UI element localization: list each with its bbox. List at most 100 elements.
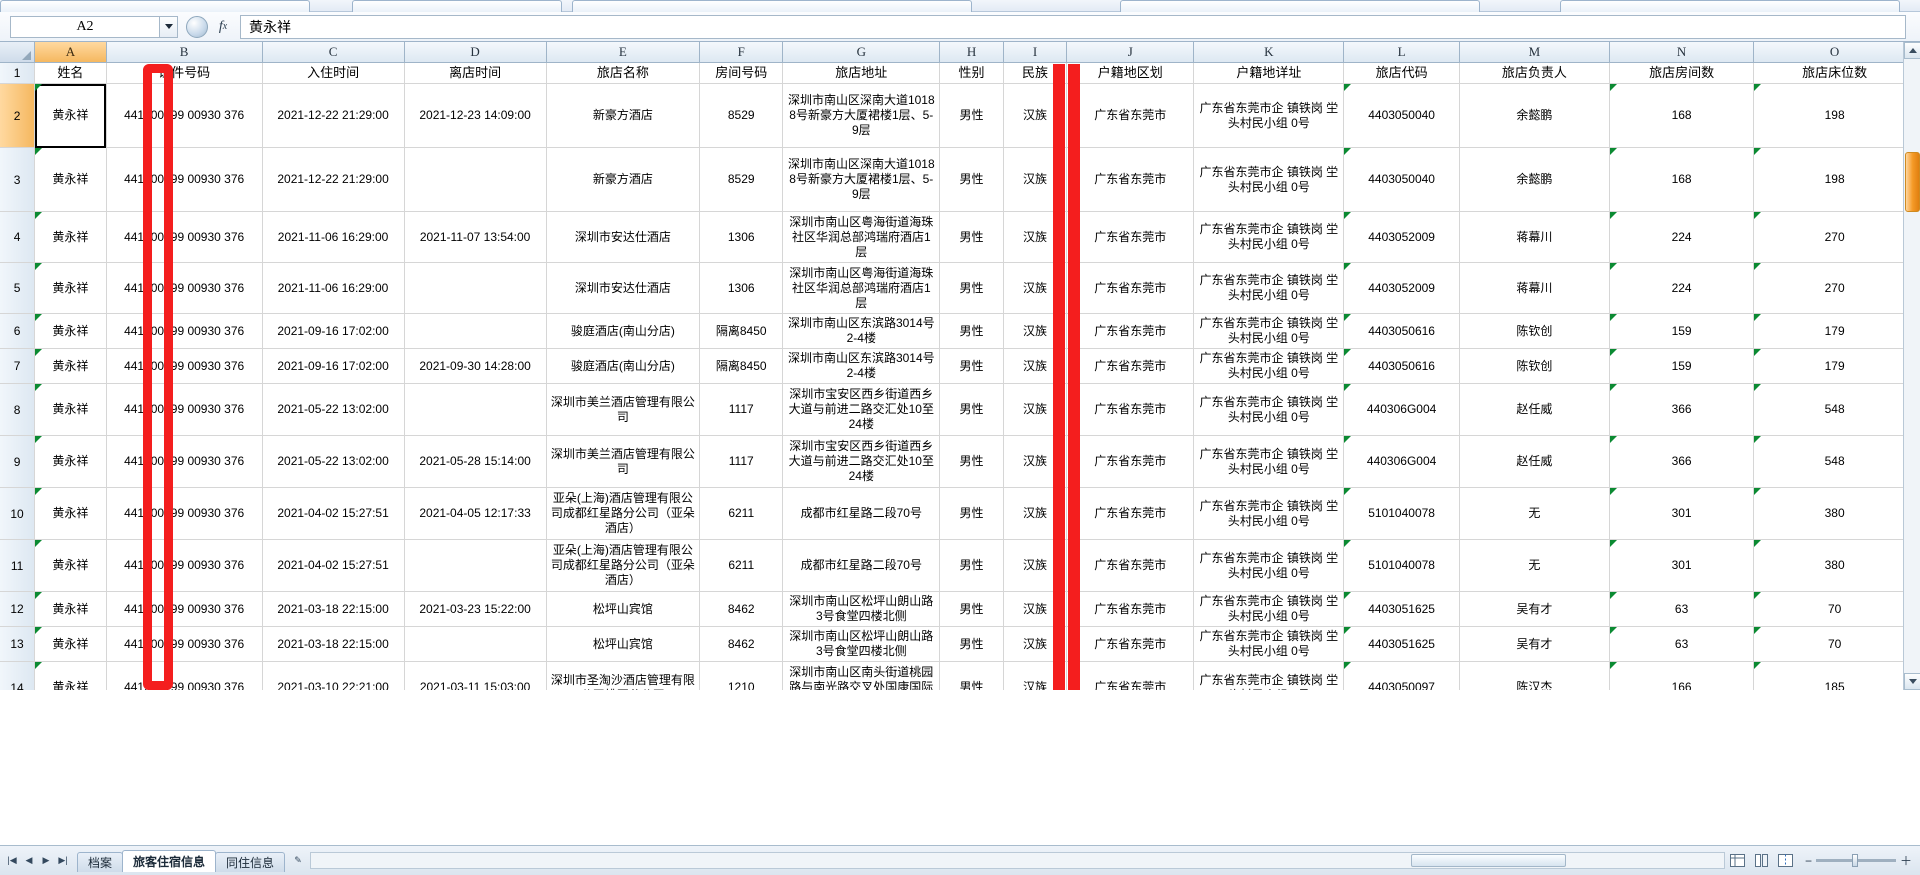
column-header-E[interactable]: E — [546, 42, 701, 63]
zoom-thumb[interactable] — [1851, 854, 1858, 867]
data-cell[interactable]: 骏庭酒店(南山分店) — [546, 348, 701, 385]
scroll-down-button[interactable] — [1904, 673, 1920, 690]
zoom-in-icon[interactable]: ＋ — [1899, 854, 1912, 868]
data-cell[interactable]: 黄永祥 — [34, 83, 107, 149]
ribbon-tab-stub-3[interactable] — [572, 0, 972, 12]
data-cell[interactable]: 广东省东莞市企 镇铁岗 坣头村民小组 0号 — [1193, 348, 1345, 385]
column-title-cell[interactable]: 民族 — [1003, 62, 1068, 85]
data-cell[interactable]: 广东省东莞市企 镇铁岗 坣头村民小组 0号 — [1193, 211, 1345, 264]
column-title-cell[interactable]: 户籍地区划 — [1066, 62, 1195, 85]
data-cell[interactable]: 4403050040 — [1343, 147, 1460, 213]
data-cell[interactable]: 380 — [1753, 487, 1916, 541]
data-cell[interactable]: 2021-12-22 21:29:00 — [262, 83, 405, 149]
column-header-J[interactable]: J — [1066, 42, 1195, 63]
data-cell[interactable]: 185 — [1753, 661, 1916, 690]
data-cell[interactable]: 黄永祥 — [34, 147, 107, 213]
data-cell[interactable]: 吴有才 — [1459, 591, 1610, 628]
horizontal-scroll-track[interactable] — [310, 852, 1725, 869]
data-cell[interactable]: 深圳市美兰酒店管理有限公司 — [546, 435, 701, 489]
scroll-up-button[interactable] — [1904, 42, 1920, 59]
data-cell[interactable]: 余懿鹏 — [1459, 147, 1610, 213]
data-cell[interactable]: 广东省东莞市 — [1066, 313, 1195, 350]
column-title-cell[interactable]: 入住时间 — [262, 62, 405, 85]
data-cell[interactable]: 男性 — [939, 591, 1004, 628]
data-cell[interactable]: 陈汉杰 — [1459, 661, 1610, 690]
data-cell[interactable]: 179 — [1753, 348, 1916, 385]
data-cell[interactable]: 1117 — [699, 383, 784, 437]
data-cell[interactable]: 2021-09-16 17:02:00 — [262, 348, 405, 385]
column-header-D[interactable]: D — [404, 42, 547, 63]
column-header-H[interactable]: H — [939, 42, 1004, 63]
data-cell[interactable]: 广东省东莞市企 镇铁岗 坣头村民小组 0号 — [1193, 661, 1345, 690]
data-cell[interactable]: 广东省东莞市企 镇铁岗 坣头村民小组 0号 — [1193, 487, 1345, 541]
ribbon-tab-stub-2[interactable] — [352, 0, 562, 12]
column-header-F[interactable]: F — [699, 42, 784, 63]
column-title-cell[interactable]: 旅店代码 — [1343, 62, 1460, 85]
data-cell[interactable]: 198 — [1753, 147, 1916, 213]
data-cell[interactable]: 广东省东莞市企 镇铁岗 坣头村民小组 0号 — [1193, 147, 1345, 213]
new-sheet-icon[interactable]: ✎ — [294, 855, 302, 865]
data-cell[interactable] — [404, 147, 547, 213]
data-cell[interactable]: 2021-09-16 17:02:00 — [262, 313, 405, 350]
data-cell[interactable]: 深圳市南山区松坪山朗山路3号食堂四楼北侧 — [782, 591, 941, 628]
data-cell[interactable]: 松坪山宾馆 — [546, 626, 701, 663]
data-cell[interactable]: 1117 — [699, 435, 784, 489]
name-box-dropdown[interactable] — [160, 15, 178, 38]
row-header-3[interactable]: 3 — [0, 147, 36, 213]
data-cell[interactable]: 168 — [1609, 147, 1755, 213]
data-cell[interactable]: 男性 — [939, 661, 1004, 690]
data-cell[interactable]: 广东省东莞市企 镇铁岗 坣头村民小组 0号 — [1193, 591, 1345, 628]
data-cell[interactable]: 无 — [1459, 539, 1610, 593]
column-title-cell[interactable]: 旅店地址 — [782, 62, 941, 85]
data-cell[interactable]: 广东省东莞市企 镇铁岗 坣头村民小组 0号 — [1193, 435, 1345, 489]
data-cell[interactable]: 广东省东莞市 — [1066, 147, 1195, 213]
data-cell[interactable]: 4403050097 — [1343, 661, 1460, 690]
data-cell[interactable]: 70 — [1753, 591, 1916, 628]
data-cell[interactable]: 5101040078 — [1343, 487, 1460, 541]
data-cell[interactable]: 广东省东莞市 — [1066, 539, 1195, 593]
horizontal-scroll-thumb[interactable] — [1411, 854, 1567, 867]
data-cell[interactable] — [404, 626, 547, 663]
data-cell[interactable]: 黄永祥 — [34, 487, 107, 541]
data-cell[interactable]: 广东省东莞市企 镇铁岗 坣头村民小组 0号 — [1193, 262, 1345, 315]
column-header-O[interactable]: O — [1753, 42, 1916, 63]
data-cell[interactable]: 蒋幕川 — [1459, 262, 1610, 315]
data-cell[interactable]: 男性 — [939, 487, 1004, 541]
data-cell[interactable]: 男性 — [939, 539, 1004, 593]
data-cell[interactable]: 亚朵(上海)酒店管理有限公司成都红星路分公司（亚朵酒店） — [546, 487, 701, 541]
data-cell[interactable]: 2021-03-11 15:03:00 — [404, 661, 547, 690]
data-cell[interactable]: 441900199 00930 376 — [106, 383, 263, 437]
data-cell[interactable]: 黄永祥 — [34, 435, 107, 489]
data-cell[interactable]: 广东省东莞市企 镇铁岗 坣头村民小组 0号 — [1193, 83, 1345, 149]
data-cell[interactable]: 548 — [1753, 383, 1916, 437]
data-cell[interactable]: 2021-05-22 13:02:00 — [262, 435, 405, 489]
page-break-icon[interactable] — [1777, 852, 1795, 870]
data-cell[interactable]: 广东省东莞市 — [1066, 591, 1195, 628]
data-cell[interactable]: 441900199 00930 376 — [106, 661, 263, 690]
data-cell[interactable]: 汉族 — [1003, 435, 1068, 489]
data-cell[interactable]: 汉族 — [1003, 661, 1068, 690]
data-cell[interactable]: 301 — [1609, 539, 1755, 593]
data-cell[interactable]: 男性 — [939, 435, 1004, 489]
data-cell[interactable]: 深圳市南山区粤海街道海珠社区华润总部鸿瑞府酒店1层 — [782, 262, 941, 315]
data-cell[interactable]: 男性 — [939, 348, 1004, 385]
data-cell[interactable]: 366 — [1609, 435, 1755, 489]
data-cell[interactable]: 黄永祥 — [34, 211, 107, 264]
data-cell[interactable]: 吴有才 — [1459, 626, 1610, 663]
data-cell[interactable]: 广东省东莞市 — [1066, 626, 1195, 663]
data-cell[interactable]: 深圳市安达仕酒店 — [546, 262, 701, 315]
data-cell[interactable]: 2021-05-22 13:02:00 — [262, 383, 405, 437]
data-cell[interactable]: 4403051625 — [1343, 591, 1460, 628]
data-cell[interactable]: 深圳市南山区深南大道10188号新豪方大厦裙楼1层、5-9层 — [782, 147, 941, 213]
row-header-6[interactable]: 6 — [0, 313, 36, 350]
data-cell[interactable]: 8462 — [699, 591, 784, 628]
column-header-I[interactable]: I — [1003, 42, 1068, 63]
data-cell[interactable]: 黄永祥 — [34, 348, 107, 385]
row-header-7[interactable]: 7 — [0, 348, 36, 385]
column-header-A[interactable]: A — [34, 42, 107, 63]
column-title-cell[interactable]: 证件号码 — [106, 62, 263, 85]
data-cell[interactable]: 黄永祥 — [34, 313, 107, 350]
data-cell[interactable]: 2021-12-22 21:29:00 — [262, 147, 405, 213]
select-all-corner[interactable] — [0, 42, 36, 63]
data-cell[interactable]: 1210 — [699, 661, 784, 690]
